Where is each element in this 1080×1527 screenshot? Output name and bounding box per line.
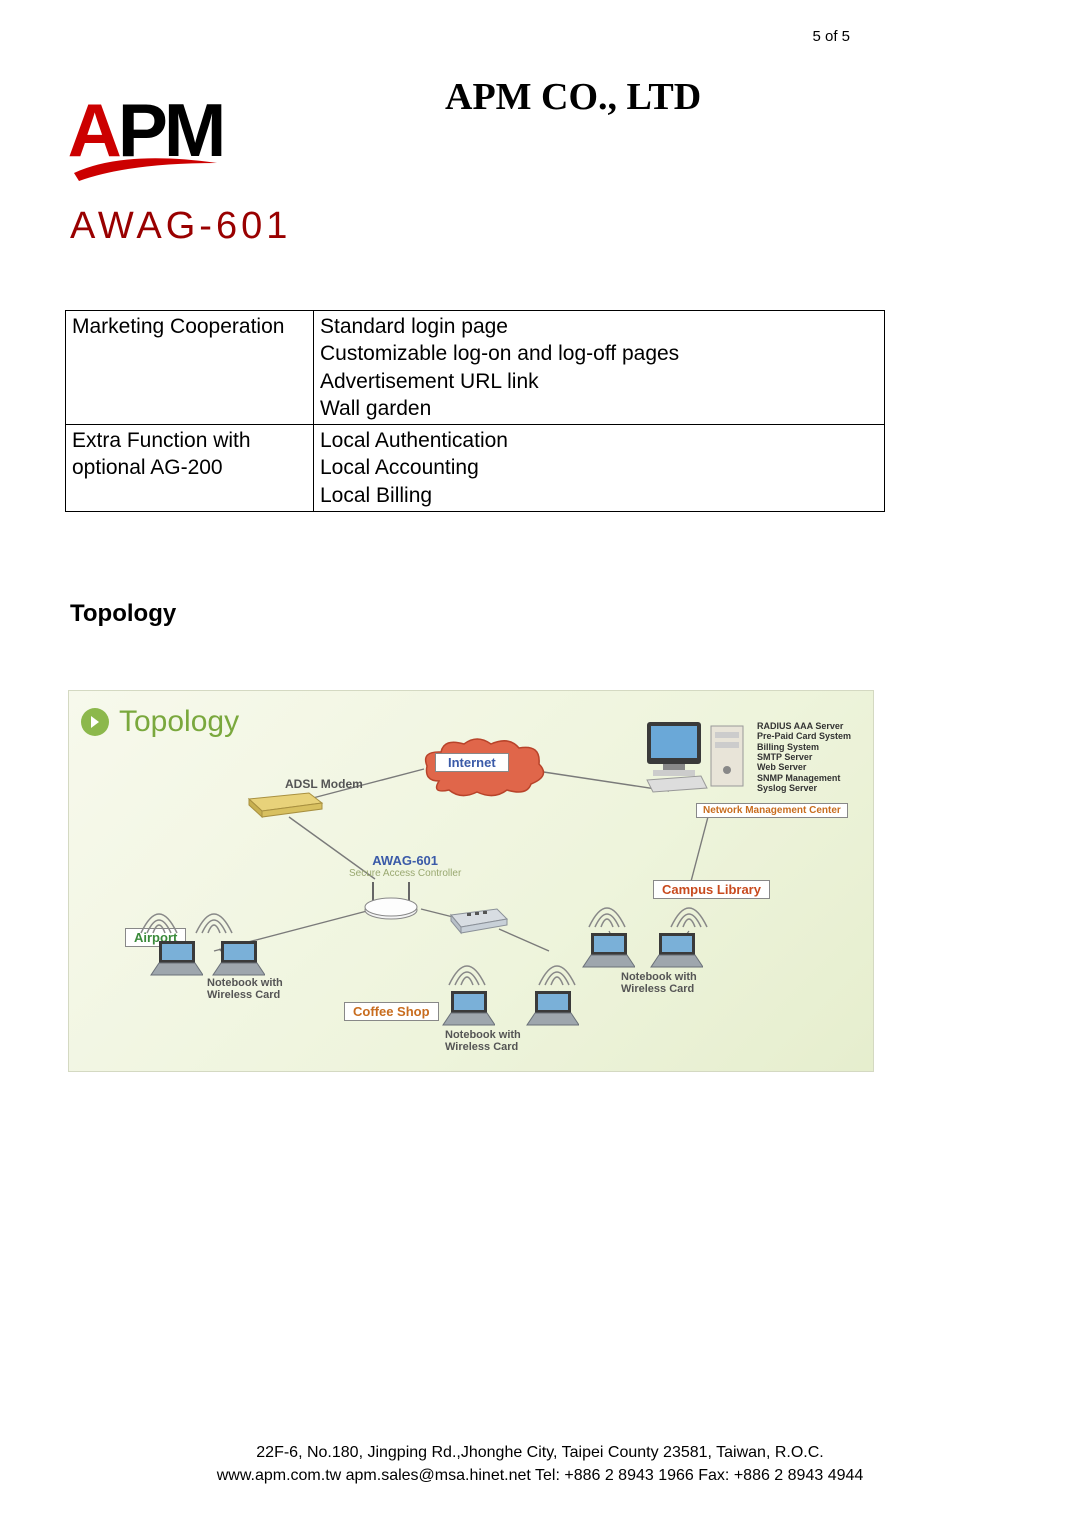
logo-red-letter: A bbox=[68, 88, 118, 172]
spec-line: Customizable log-on and log-off pages bbox=[320, 340, 880, 367]
laptop-label: Notebook with Wireless Card bbox=[445, 1029, 521, 1053]
nmc-label: Network Management Center bbox=[696, 803, 848, 818]
laptop-icon bbox=[525, 989, 579, 1029]
router-icon bbox=[361, 880, 421, 922]
spec-line: Local Billing bbox=[320, 482, 880, 509]
spec-line: Local Authentication bbox=[320, 427, 880, 454]
document-header: APM APM CO., LTD bbox=[65, 75, 1015, 185]
wifi-icon bbox=[669, 901, 709, 931]
spec-line: Wall garden bbox=[320, 395, 880, 422]
server-list-item: RADIUS AAA Server bbox=[757, 721, 851, 731]
laptop-icon bbox=[441, 989, 495, 1029]
footer-line: www.apm.com.tw apm.sales@msa.hinet.net T… bbox=[0, 1465, 1080, 1487]
server-list-item: Web Server bbox=[757, 762, 851, 772]
laptop-icon bbox=[581, 931, 635, 971]
internet-label: Internet bbox=[435, 753, 509, 772]
spec-table: Marketing Cooperation Standard login pag… bbox=[65, 310, 885, 512]
arrow-icon bbox=[81, 708, 109, 736]
section-heading: Topology bbox=[70, 600, 176, 628]
wifi-icon bbox=[447, 959, 487, 989]
spec-label: Marketing Cooperation bbox=[66, 311, 314, 425]
company-name: APM CO., LTD bbox=[445, 75, 701, 119]
logo-black-letters: PM bbox=[118, 88, 223, 172]
server-list-item: Billing System bbox=[757, 742, 851, 752]
wifi-icon bbox=[537, 959, 577, 989]
spec-value: Local Authentication Local Accounting Lo… bbox=[314, 425, 885, 512]
laptop-label: Notebook with Wireless Card bbox=[207, 977, 283, 1001]
laptop-icon bbox=[649, 931, 703, 971]
spec-label: Extra Function with optional AG-200 bbox=[66, 425, 314, 512]
footer-line: 22F-6, No.180, Jingping Rd.,Jhonghe City… bbox=[0, 1442, 1080, 1464]
adsl-modem-icon bbox=[244, 789, 324, 819]
page-number: 5 of 5 bbox=[812, 28, 850, 45]
switch-icon bbox=[447, 907, 509, 937]
spec-line: Standard login page bbox=[320, 313, 880, 340]
laptop-icon bbox=[149, 939, 203, 979]
diagram-title-text: Topology bbox=[119, 705, 239, 739]
server-list-item: Pre-Paid Card System bbox=[757, 731, 851, 741]
campus-label: Campus Library bbox=[653, 880, 770, 899]
server-list-item: SNMP Management bbox=[757, 773, 851, 783]
model-number: AWAG-601 bbox=[70, 205, 291, 248]
laptop-icon bbox=[211, 939, 265, 979]
server-list: RADIUS AAA Server Pre-Paid Card System B… bbox=[757, 721, 851, 793]
company-logo: APM bbox=[65, 75, 225, 185]
server-list-item: SMTP Server bbox=[757, 752, 851, 762]
server-list-item: Syslog Server bbox=[757, 783, 851, 793]
spec-value: Standard login page Customizable log-on … bbox=[314, 311, 885, 425]
product-label: AWAG-601 Secure Access Controller bbox=[349, 853, 461, 879]
table-row: Extra Function with optional AG-200 Loca… bbox=[66, 425, 885, 512]
spec-line: Advertisement URL link bbox=[320, 368, 880, 395]
topology-diagram: Topology Internet ADSL Modem AWAG- bbox=[68, 690, 874, 1072]
server-icon bbox=[645, 716, 750, 794]
product-name-text: AWAG-601 bbox=[349, 853, 461, 868]
spec-line: Local Accounting bbox=[320, 454, 880, 481]
diagram-title: Topology bbox=[81, 705, 239, 739]
footer: 22F-6, No.180, Jingping Rd.,Jhonghe City… bbox=[0, 1442, 1080, 1487]
laptop-label: Notebook with Wireless Card bbox=[621, 971, 697, 995]
table-row: Marketing Cooperation Standard login pag… bbox=[66, 311, 885, 425]
wifi-icon bbox=[587, 901, 627, 931]
wifi-icon bbox=[139, 907, 179, 937]
coffee-label: Coffee Shop bbox=[344, 1002, 439, 1021]
wifi-icon bbox=[194, 907, 234, 937]
product-sub-text: Secure Access Controller bbox=[349, 868, 461, 879]
